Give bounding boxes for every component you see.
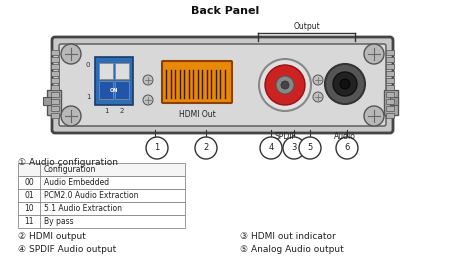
Bar — [18, 215, 185, 228]
Text: Configuration: Configuration — [44, 165, 96, 174]
Bar — [95, 57, 133, 105]
Circle shape — [146, 137, 168, 159]
FancyBboxPatch shape — [162, 61, 232, 103]
Circle shape — [313, 75, 323, 85]
Bar — [390, 97, 398, 105]
Text: 4: 4 — [268, 143, 274, 153]
Circle shape — [195, 137, 217, 159]
Bar — [386, 71, 394, 76]
Text: ② HDMI output: ② HDMI output — [18, 232, 86, 241]
Bar — [18, 189, 185, 202]
Bar — [386, 99, 394, 104]
Circle shape — [259, 59, 311, 111]
Text: 6: 6 — [344, 143, 350, 153]
Circle shape — [333, 72, 357, 96]
FancyBboxPatch shape — [59, 44, 386, 126]
Circle shape — [364, 106, 384, 126]
Text: ④ SPDIF Audio output: ④ SPDIF Audio output — [18, 245, 116, 254]
Bar — [51, 64, 59, 69]
Bar — [43, 97, 51, 105]
Bar — [386, 64, 394, 69]
Circle shape — [281, 81, 289, 89]
Circle shape — [364, 44, 384, 64]
Text: ⑤ Analog Audio output: ⑤ Analog Audio output — [240, 245, 344, 254]
Circle shape — [143, 75, 153, 85]
Bar — [51, 57, 59, 62]
Text: Output: Output — [293, 22, 320, 31]
Text: ON: ON — [110, 87, 118, 93]
Bar — [386, 57, 394, 62]
Text: PCM2.0 Audio Extraction: PCM2.0 Audio Extraction — [44, 191, 139, 200]
Circle shape — [143, 95, 153, 105]
Circle shape — [336, 137, 358, 159]
Bar — [386, 78, 394, 83]
Bar — [51, 113, 59, 118]
Text: 1: 1 — [154, 143, 160, 153]
Text: 3: 3 — [291, 143, 297, 153]
Bar — [386, 85, 394, 90]
Bar — [18, 176, 185, 189]
Bar — [99, 81, 113, 99]
Bar — [386, 113, 394, 118]
Circle shape — [61, 106, 81, 126]
Text: ① Audio configuration: ① Audio configuration — [18, 158, 118, 167]
Bar — [47, 90, 61, 115]
Text: 2: 2 — [203, 143, 209, 153]
Bar — [99, 63, 113, 79]
Bar — [386, 106, 394, 111]
Circle shape — [340, 79, 350, 89]
Text: HDMI Out: HDMI Out — [179, 110, 216, 119]
Bar — [386, 92, 394, 97]
Bar — [115, 81, 129, 99]
Bar — [115, 63, 129, 79]
Text: 01: 01 — [24, 191, 34, 200]
Bar — [51, 106, 59, 111]
Text: Audio: Audio — [334, 132, 356, 141]
Circle shape — [313, 92, 323, 102]
Bar — [18, 163, 185, 176]
Bar — [51, 99, 59, 104]
Circle shape — [61, 44, 81, 64]
Text: 11: 11 — [24, 217, 34, 226]
Bar — [51, 71, 59, 76]
Bar — [51, 92, 59, 97]
Text: 1: 1 — [86, 94, 90, 100]
Circle shape — [283, 137, 305, 159]
Text: 2: 2 — [120, 108, 124, 114]
Text: 1: 1 — [104, 108, 108, 114]
Circle shape — [325, 64, 365, 104]
FancyBboxPatch shape — [52, 37, 393, 133]
Bar — [51, 50, 59, 55]
Bar — [51, 85, 59, 90]
Text: SPDIF: SPDIF — [274, 132, 296, 141]
Text: By pass: By pass — [44, 217, 74, 226]
Bar — [386, 50, 394, 55]
Circle shape — [265, 65, 305, 105]
Circle shape — [260, 137, 282, 159]
Bar — [384, 90, 398, 115]
Text: 0: 0 — [86, 62, 90, 68]
Bar — [51, 78, 59, 83]
Circle shape — [299, 137, 321, 159]
Text: 5.1 Audio Extraction: 5.1 Audio Extraction — [44, 204, 122, 213]
Text: 5: 5 — [307, 143, 313, 153]
Text: ③ HDMI out indicator: ③ HDMI out indicator — [240, 232, 336, 241]
Text: Audio Embedded: Audio Embedded — [44, 178, 109, 187]
Text: 00: 00 — [24, 178, 34, 187]
Bar — [18, 202, 185, 215]
Text: 10: 10 — [24, 204, 34, 213]
Text: Back Panel: Back Panel — [191, 6, 259, 16]
Circle shape — [276, 76, 294, 94]
